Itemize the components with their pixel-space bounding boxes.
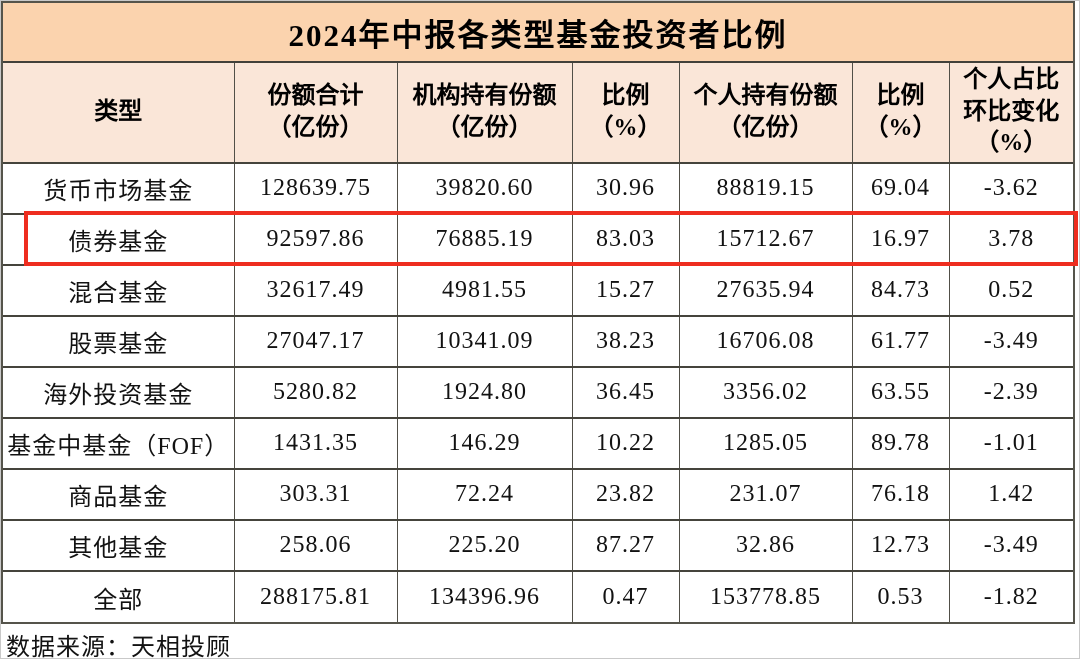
row-fof: 基金中基金（FOF） 1431.35 146.29 10.22 1285.05 … <box>3 418 1073 469</box>
cell-fund-type: 全部 <box>93 587 144 614</box>
cell-total-shares: 32617.49 <box>233 265 397 316</box>
cell-institutional-ratio: 87.27 <box>571 520 679 571</box>
cell-institutional-ratio: 23.82 <box>571 469 679 520</box>
header-row: 类型 份额合计 （亿份） 机构持有份额 （亿份） 比例 （%） 个人持有份额 （… <box>3 63 1073 163</box>
cell-individual-change: 1.42 <box>948 469 1073 520</box>
cell-institutional-shares: 72.24 <box>396 469 572 520</box>
cell-individual-shares: 32.86 <box>678 520 852 571</box>
cell-individual-ratio: 76.18 <box>851 469 949 520</box>
cell-institutional-ratio: 38.23 <box>571 316 679 367</box>
cell-institutional-shares: 225.20 <box>396 520 572 571</box>
column-header-individual-shares: 个人持有份额 （亿份） <box>678 63 852 163</box>
cell-individual-shares: 153778.85 <box>678 571 852 622</box>
cell-total-shares: 5280.82 <box>233 367 397 418</box>
cell-fund-type: 混合基金 <box>68 281 169 307</box>
column-header-type: 类型 <box>94 98 143 125</box>
cell-institutional-ratio: 0.47 <box>571 571 679 622</box>
cell-individual-change: -1.01 <box>948 418 1073 469</box>
cell-fund-type: 股票基金 <box>68 332 169 358</box>
cell-individual-shares: 88819.15 <box>678 163 852 214</box>
cell-individual-ratio: 89.78 <box>851 418 949 469</box>
cell-individual-ratio: 12.73 <box>851 520 949 571</box>
cell-fund-type: 基金中基金（FOF） <box>7 434 230 460</box>
cell-total-shares: 27047.17 <box>233 316 397 367</box>
column-header-institutional-shares: 机构持有份额 （亿份） <box>396 63 572 163</box>
cell-individual-change: -3.49 <box>948 520 1073 571</box>
cell-individual-change: 3.78 <box>948 214 1073 265</box>
column-header-total-shares: 份额合计 （亿份） <box>233 63 397 163</box>
row-stock-fund: 股票基金 27047.17 10341.09 38.23 16706.08 61… <box>3 316 1073 367</box>
cell-institutional-ratio: 83.03 <box>571 214 679 265</box>
cell-individual-change: 0.52 <box>948 265 1073 316</box>
fund-table-frame: 2024年中报各类型基金投资者比例 类型 份额合计 （亿份） 机构持有份额 （亿… <box>1 1 1075 624</box>
cell-individual-ratio: 0.53 <box>851 571 949 622</box>
cell-total-shares: 258.06 <box>233 520 397 571</box>
data-source-note: 数据来源：天相投顾 <box>6 635 231 659</box>
cell-individual-ratio: 84.73 <box>851 265 949 316</box>
row-overseas-fund: 海外投资基金 5280.82 1924.80 36.45 3356.02 63.… <box>3 367 1073 418</box>
cell-individual-ratio: 69.04 <box>851 163 949 214</box>
table-title-bar: 2024年中报各类型基金投资者比例 <box>3 3 1073 63</box>
row-bond-fund: 债券基金 92597.86 76885.19 83.03 15712.67 16… <box>3 214 1073 265</box>
row-hybrid-fund: 混合基金 32617.49 4981.55 15.27 27635.94 84.… <box>3 265 1073 316</box>
cell-total-shares: 128639.75 <box>233 163 397 214</box>
cell-fund-type: 海外投资基金 <box>43 383 194 409</box>
cell-individual-ratio: 63.55 <box>851 367 949 418</box>
cell-individual-shares: 15712.67 <box>678 214 852 265</box>
cell-fund-type: 债券基金 <box>68 230 169 256</box>
column-header-institutional-ratio: 比例 （%） <box>571 63 679 163</box>
row-total: 全部 288175.81 134396.96 0.47 153778.85 0.… <box>3 571 1073 622</box>
cell-total-shares: 1431.35 <box>233 418 397 469</box>
cell-institutional-shares: 134396.96 <box>396 571 572 622</box>
cell-individual-change: -2.39 <box>948 367 1073 418</box>
cell-institutional-ratio: 36.45 <box>571 367 679 418</box>
column-header-individual-share-change: 个人占比 环比变化 （%） <box>948 63 1073 163</box>
row-commodity-fund: 商品基金 303.31 72.24 23.82 231.07 76.18 1.4… <box>3 469 1073 520</box>
cell-individual-shares: 1285.05 <box>678 418 852 469</box>
cell-institutional-shares: 76885.19 <box>396 214 572 265</box>
cell-institutional-shares: 146.29 <box>396 418 572 469</box>
row-money-market-fund: 货币市场基金 128639.75 39820.60 30.96 88819.15… <box>3 163 1073 214</box>
cell-individual-shares: 27635.94 <box>678 265 852 316</box>
cell-fund-type: 货币市场基金 <box>43 179 194 205</box>
cell-individual-shares: 16706.08 <box>678 316 852 367</box>
cell-institutional-shares: 4981.55 <box>396 265 572 316</box>
cell-individual-ratio: 61.77 <box>851 316 949 367</box>
cell-institutional-shares: 10341.09 <box>396 316 572 367</box>
cell-total-shares: 303.31 <box>233 469 397 520</box>
cell-institutional-ratio: 30.96 <box>571 163 679 214</box>
cell-individual-ratio: 16.97 <box>851 214 949 265</box>
cell-individual-shares: 231.07 <box>678 469 852 520</box>
column-header-individual-ratio: 比例 （%） <box>851 63 949 163</box>
cell-total-shares: 92597.86 <box>233 214 397 265</box>
fund-investor-table: 类型 份额合计 （亿份） 机构持有份额 （亿份） 比例 （%） 个人持有份额 （… <box>3 63 1073 622</box>
cell-fund-type: 其他基金 <box>68 536 169 562</box>
cell-total-shares: 288175.81 <box>233 571 397 622</box>
table-title: 2024年中报各类型基金投资者比例 <box>288 17 788 53</box>
cell-institutional-shares: 39820.60 <box>396 163 572 214</box>
cell-individual-shares: 3356.02 <box>678 367 852 418</box>
cell-individual-change: -3.62 <box>948 163 1073 214</box>
cell-institutional-ratio: 15.27 <box>571 265 679 316</box>
cell-individual-change: -1.82 <box>948 571 1073 622</box>
cell-individual-change: -3.49 <box>948 316 1073 367</box>
row-other-fund: 其他基金 258.06 225.20 87.27 32.86 12.73 -3.… <box>3 520 1073 571</box>
cell-fund-type: 商品基金 <box>68 485 169 511</box>
cell-institutional-ratio: 10.22 <box>571 418 679 469</box>
cell-institutional-shares: 1924.80 <box>396 367 572 418</box>
